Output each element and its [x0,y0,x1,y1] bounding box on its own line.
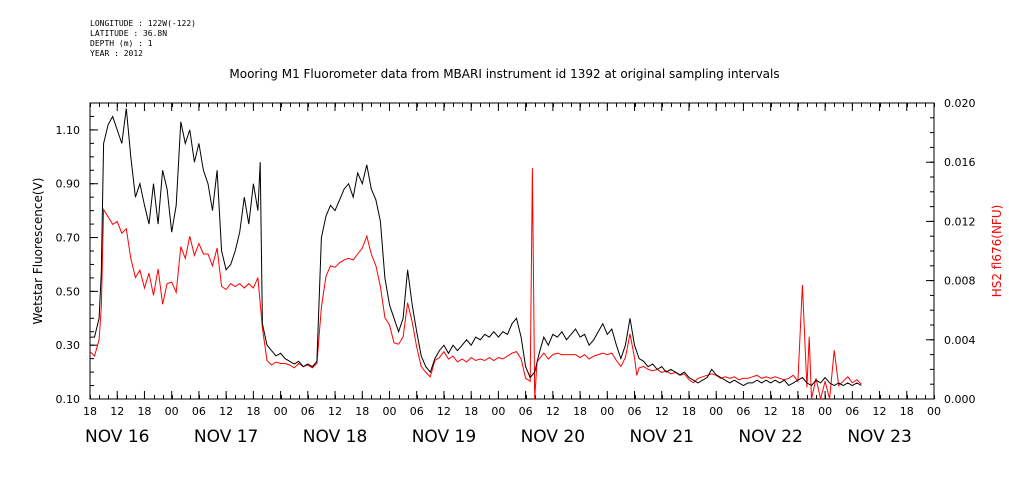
hour-tick-label: 12 [655,405,669,418]
left-tick-label: 0.10 [56,393,81,406]
hour-tick-label: 00 [382,405,396,418]
hour-tick-label: 18 [464,405,478,418]
hour-tick-label: 12 [764,405,778,418]
hour-tick-label: 18 [791,405,805,418]
day-label: NOV 23 [847,427,911,447]
right-tick-label: 0.000 [944,393,976,406]
right-tick-label: 0.016 [944,156,976,169]
day-label: NOV 17 [194,427,258,447]
meta-year: YEAR : 2012 [90,49,143,58]
right-tick-label: 0.008 [944,275,976,288]
series-line-wetstar [90,108,862,387]
hour-tick-label: 12 [873,405,887,418]
right-tick-label: 0.004 [944,334,976,347]
left-tick-label: 0.70 [56,232,81,245]
hour-tick-label: 00 [274,405,288,418]
hour-tick-label: 00 [600,405,614,418]
day-label: NOV 19 [412,427,476,447]
hour-tick-label: 12 [437,405,451,418]
chart-title: Mooring M1 Fluorometer data from MBARI i… [229,67,780,81]
day-label: NOV 20 [521,427,585,447]
hour-tick-label: 00 [818,405,832,418]
hour-tick-label: 06 [845,405,859,418]
hour-tick-label: 06 [301,405,315,418]
hour-tick-label: 06 [628,405,642,418]
day-label: NOV 16 [85,427,149,447]
hour-tick-label: 18 [573,405,587,418]
hour-tick-label: 00 [927,405,941,418]
hour-tick-label: 18 [246,405,260,418]
hour-tick-label: 18 [682,405,696,418]
metadata-block: LONGITUDE : 122W(-122) LATITUDE : 36.8N … [90,19,196,59]
hour-tick-label: 12 [219,405,233,418]
hour-tick-label: 00 [165,405,179,418]
left-tick-label: 0.90 [56,178,81,191]
hour-tick-label: 18 [355,405,369,418]
hour-tick-label: 12 [546,405,560,418]
meta-depth: DEPTH (m) : 1 [90,39,153,48]
series-line-hs2 [90,168,862,399]
hour-tick-label: 00 [491,405,505,418]
meta-latitude: LATITUDE : 36.8N [90,29,168,38]
hour-tick-label: 06 [410,405,424,418]
hour-tick-label: 00 [709,405,723,418]
day-label: NOV 22 [738,427,802,447]
hour-tick-label: 18 [137,405,151,418]
left-tick-label: 0.30 [56,339,81,352]
right-tick-label: 0.020 [944,97,976,110]
hour-tick-label: 06 [736,405,750,418]
left-tick-label: 0.50 [56,285,81,298]
hour-tick-label: 18 [900,405,914,418]
left-tick-label: 1.10 [56,124,81,137]
hour-tick-label: 06 [192,405,206,418]
right-axis-label: HS2 fl676(NFU) [990,205,1004,298]
hour-tick-label: 12 [110,405,124,418]
hour-tick-label: 06 [519,405,533,418]
hour-tick-label: 18 [83,405,97,418]
meta-longitude: LONGITUDE : 122W(-122) [90,19,196,28]
day-label: NOV 21 [630,427,694,447]
left-axis-label: Wetstar Fluorescence(V) [31,178,45,325]
hour-tick-label: 12 [328,405,342,418]
day-label: NOV 18 [303,427,367,447]
right-tick-label: 0.012 [944,215,976,228]
